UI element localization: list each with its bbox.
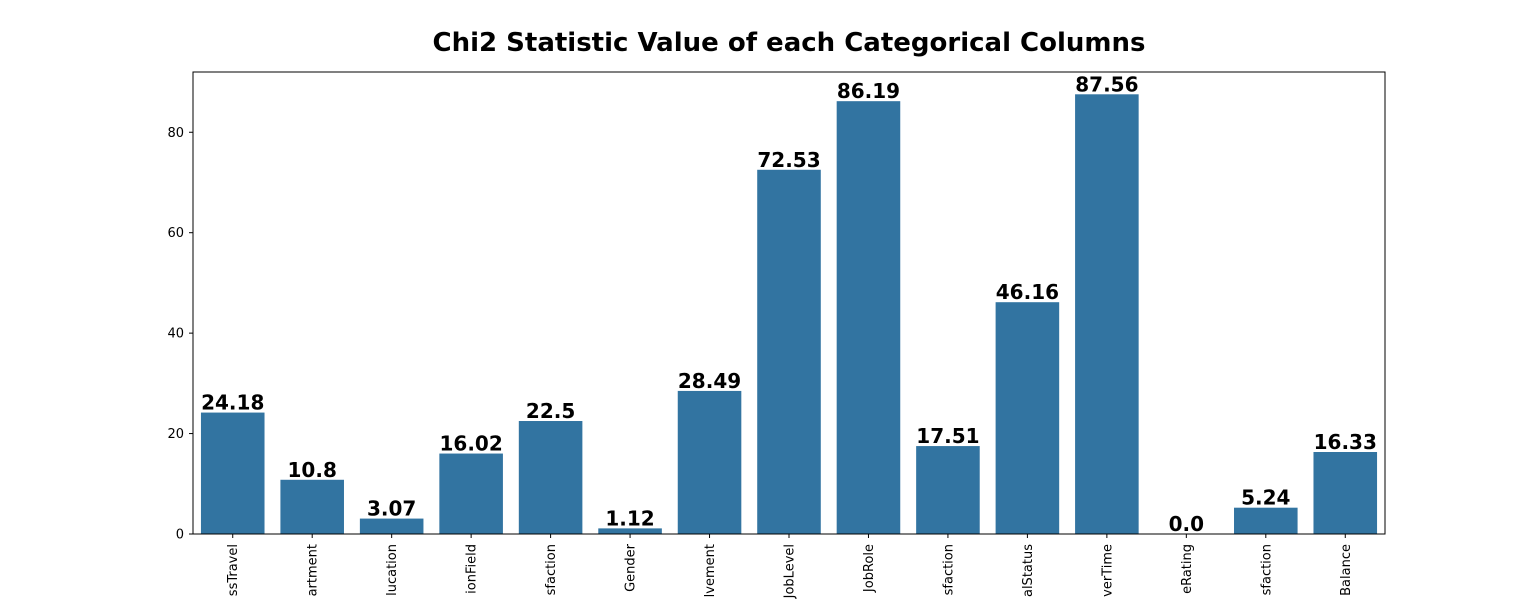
x-tick-label: JobRole bbox=[862, 544, 877, 593]
x-tick-label: sfaction bbox=[544, 544, 559, 595]
bar-value-label: 72.53 bbox=[757, 148, 820, 172]
bar bbox=[280, 479, 344, 534]
bar-value-label: 3.07 bbox=[367, 497, 416, 521]
bar bbox=[598, 528, 662, 534]
x-tick-label: lucation bbox=[385, 544, 400, 596]
bar-value-label: 46.16 bbox=[996, 280, 1059, 304]
y-tick-label: 80 bbox=[167, 126, 184, 141]
bar-value-label: 86.19 bbox=[837, 79, 900, 103]
x-tick-label: verTime bbox=[1100, 544, 1115, 597]
bar bbox=[1313, 452, 1378, 534]
chart-title: Chi2 Statistic Value of each Categorical… bbox=[433, 28, 1146, 58]
x-tick-label: sfaction bbox=[1259, 544, 1274, 595]
bar-value-label: 87.56 bbox=[1075, 72, 1138, 96]
bar-value-label: 10.8 bbox=[288, 458, 337, 482]
bar bbox=[995, 302, 1060, 534]
x-tick-label: Balance bbox=[1339, 544, 1354, 596]
bar bbox=[677, 390, 742, 534]
bar bbox=[1234, 507, 1298, 534]
bar bbox=[200, 412, 265, 534]
bar-value-label: 28.49 bbox=[678, 369, 741, 393]
y-tick-label: 60 bbox=[167, 226, 184, 241]
bar-value-label: 16.02 bbox=[439, 432, 502, 456]
bar bbox=[1075, 94, 1139, 535]
bar bbox=[518, 421, 583, 534]
y-tick-label: 20 bbox=[167, 427, 184, 442]
bar-value-label: 24.18 bbox=[201, 391, 264, 415]
bar bbox=[916, 446, 980, 534]
x-tick-label: artment bbox=[306, 544, 321, 596]
bar-value-label: 17.51 bbox=[916, 424, 979, 448]
bar bbox=[757, 169, 821, 534]
x-tick-label: lvement bbox=[703, 544, 718, 597]
y-tick-label: 0 bbox=[176, 528, 184, 543]
x-tick-label: eRating bbox=[1180, 544, 1195, 594]
bar-value-label: 1.12 bbox=[605, 506, 654, 530]
y-tick-label: 40 bbox=[167, 327, 184, 342]
plot-area: 24.18 ssTravel 10.8 artment 3.07 lucation 16.0… bbox=[167, 71, 1386, 599]
bar bbox=[439, 453, 503, 534]
x-tick-label: alStatus bbox=[1021, 544, 1036, 597]
x-tick-label: ssTravel bbox=[226, 544, 241, 596]
bar-value-label: 0.0 bbox=[1169, 512, 1204, 536]
bar-value-label: 16.33 bbox=[1314, 430, 1377, 454]
bar bbox=[836, 101, 901, 535]
bar-value-label: 22.5 bbox=[526, 399, 575, 423]
x-tick-label: Gender bbox=[624, 543, 639, 592]
x-tick-label: JobLevel bbox=[783, 544, 798, 599]
bar bbox=[359, 518, 424, 534]
x-tick-label: sfaction bbox=[941, 544, 956, 595]
bar-value-label: 5.24 bbox=[1241, 486, 1290, 510]
x-tick-label: ionField bbox=[465, 544, 480, 594]
plot-frame bbox=[192, 71, 1386, 535]
